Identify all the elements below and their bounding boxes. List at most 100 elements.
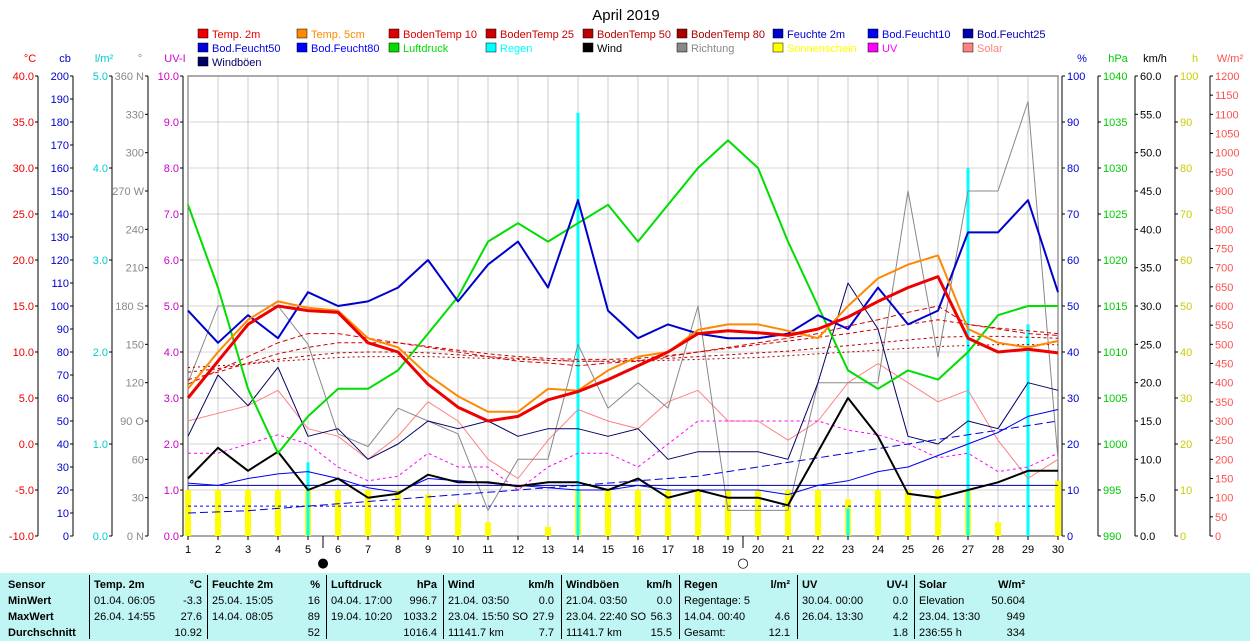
summary-unit: km/h [646, 579, 672, 591]
summary-separator [326, 575, 327, 639]
axis-c-tick-label: 40.0 [13, 71, 34, 83]
axis--tick-label: 90 [1067, 117, 1079, 129]
axis-cb-tick-label: 190 [51, 94, 69, 106]
summary-row-value: 56.3 [650, 611, 672, 623]
axis-c-tick-label: 30.0 [13, 163, 34, 175]
x-tick-label-23: 23 [842, 544, 854, 556]
axis-w-m-tick-label: 150 [1215, 474, 1233, 486]
x-tick-label-26: 26 [932, 544, 944, 556]
axis--tick-label: 240 [126, 224, 144, 236]
bar-sonnenschein-day-3 [245, 490, 251, 536]
x-tick-label-22: 22 [812, 544, 824, 556]
x-tick-label-10: 10 [452, 544, 464, 556]
axis--tick-label: 300 [126, 148, 144, 160]
axis-w-m-tick-label: 800 [1215, 224, 1233, 236]
axis-w-m-title: W/m² [1217, 53, 1244, 65]
axes: °C -10.0 -5.0 0.0 5.0 10.0 15.0 20.0 25.0 30.0 35.… [9, 53, 1244, 543]
summary-title: Luftdruck [331, 579, 382, 591]
axis-h-title: h [1192, 53, 1198, 65]
summary-row-label: Gesamt: [684, 627, 726, 639]
legend-swatch-richtung [676, 42, 688, 53]
bar-sonnenschein-day-8 [395, 490, 401, 536]
axis-cb-title: cb [59, 53, 71, 65]
x-tick-label-3: 3 [245, 544, 251, 556]
line-series [186, 101, 1059, 514]
axis-km-h-tick-label: 10.0 [1140, 454, 1161, 466]
axis-l-m-tick-label: 3.0 [93, 255, 108, 267]
axis-l-m-tick-label: 2.0 [93, 347, 108, 359]
axis-uv-i-tick-label: 9.0 [164, 117, 179, 129]
axis--tick-label: 60 [1067, 255, 1079, 267]
axis--title: ° [138, 53, 142, 65]
summary-separator [797, 575, 798, 639]
summary-row-label: 26.04. 13:30 [802, 611, 864, 623]
axis-uv-i-tick-label: 7.0 [164, 209, 179, 221]
legend-swatch-bod-feucht10 [867, 28, 879, 39]
summary-block-temp-2m: Temp. 2m °C 01.04. 06:05 -3.3 26.04. 14:55 27… [94, 573, 206, 641]
bar-sonnenschein-day-11 [485, 522, 491, 536]
summary-block-windb-en: Windböen km/h 21.04. 03:50 0.0 23.04. 22:40 … [566, 573, 676, 641]
axis-cb-tick-label: 200 [51, 71, 69, 83]
axis-cb-tick-label: 110 [51, 278, 69, 290]
axis-w-m-tick-label: 650 [1215, 282, 1233, 294]
axis-cb-tick-label: 120 [51, 255, 69, 267]
axis-w-m-tick-label: 1150 [1215, 90, 1239, 102]
axis-uv-i-tick-label: 6.0 [164, 255, 179, 267]
axis-uv-i-tick-label: 10.0 [158, 71, 179, 83]
axis-hpa-tick-label: 1015 [1103, 301, 1127, 313]
axis-w-m-tick-label: 200 [1215, 454, 1233, 466]
axis-c-tick-label: -10.0 [9, 531, 34, 543]
legend-label-wind: Wind [597, 43, 622, 55]
axis-w-m-tick-label: 850 [1215, 205, 1233, 217]
legend-swatch-uv [867, 42, 879, 53]
axis-cb-tick-label: 20 [57, 485, 69, 497]
summary-row-label: 30.04. 00:00 [802, 595, 864, 607]
summary-unit: UV-I [886, 579, 908, 591]
summary-row-value: 0.0 [892, 595, 908, 607]
bar-sonnenschein-day-6 [335, 490, 341, 536]
axis-w-m-tick-label: 1000 [1215, 148, 1239, 160]
axis--tick-label: 20 [1067, 439, 1079, 451]
axis--tick-label: 100 [1067, 71, 1085, 83]
legend-label-windb-en: Windböen [212, 57, 262, 69]
axis-l-m-tick-label: 1.0 [93, 439, 108, 451]
axis-l-m-tick-label: 0.0 [93, 531, 108, 543]
legend-swatch-bodentemp-50 [582, 28, 594, 39]
summary-row-value: 89 [307, 611, 320, 623]
legend-label-bod-feucht25: Bod.Feucht25 [977, 29, 1046, 41]
axis-c-tick-label: 5.0 [19, 393, 34, 405]
axis-cb-tick-label: 100 [51, 301, 69, 313]
axis--tick-label: 150 [126, 339, 144, 351]
legend-label-solar: Solar [977, 43, 1003, 55]
summary-row-value: 16 [307, 595, 320, 607]
summary-separator [207, 575, 208, 639]
axis-uv-i-tick-label: 2.0 [164, 439, 179, 451]
axis-hpa-tick-label: 1030 [1103, 163, 1127, 175]
axis-uv-i-tick-label: 4.0 [164, 347, 179, 359]
axis-hpa-title: hPa [1108, 53, 1128, 65]
bar-sonnenschein-day-25 [905, 490, 911, 536]
axis-c-tick-label: 25.0 [13, 209, 34, 221]
summary-row-value: 27.6 [180, 611, 202, 623]
bar-sonnenschein-day-9 [425, 494, 431, 536]
axis-w-m-tick-label: 300 [1215, 416, 1233, 428]
bar-sonnenschein-day-22 [815, 490, 821, 536]
summary-title: Regen [684, 579, 718, 591]
x-tick-label-5: 5 [305, 544, 311, 556]
axis--tick-label: 50 [1067, 301, 1079, 313]
summary-row-label: Durchschnitt [8, 627, 76, 639]
legend-label-bod-feucht50: Bod.Feucht50 [212, 43, 281, 55]
axis-h-tick-label: 90 [1180, 117, 1192, 129]
summary-row-value: 334 [1006, 627, 1025, 639]
summary-separator [89, 575, 90, 639]
axis-hpa-tick-label: 1040 [1103, 71, 1127, 83]
summary-row-value: -3.3 [183, 595, 202, 607]
bar-sonnenschein-day-2 [215, 490, 221, 536]
axis-l-m-tick-label: 4.0 [93, 163, 108, 175]
axis-cb-tick-label: 50 [57, 416, 69, 428]
summary-row-value: 1033.2 [403, 611, 437, 623]
line-richtung [187, 101, 1059, 511]
axis-cb-tick-label: 130 [51, 232, 69, 244]
summary-block-sensor: Sensor MinWert MaxWert Durchschnitt [8, 573, 86, 641]
summary-row-value: 0.0 [538, 595, 554, 607]
